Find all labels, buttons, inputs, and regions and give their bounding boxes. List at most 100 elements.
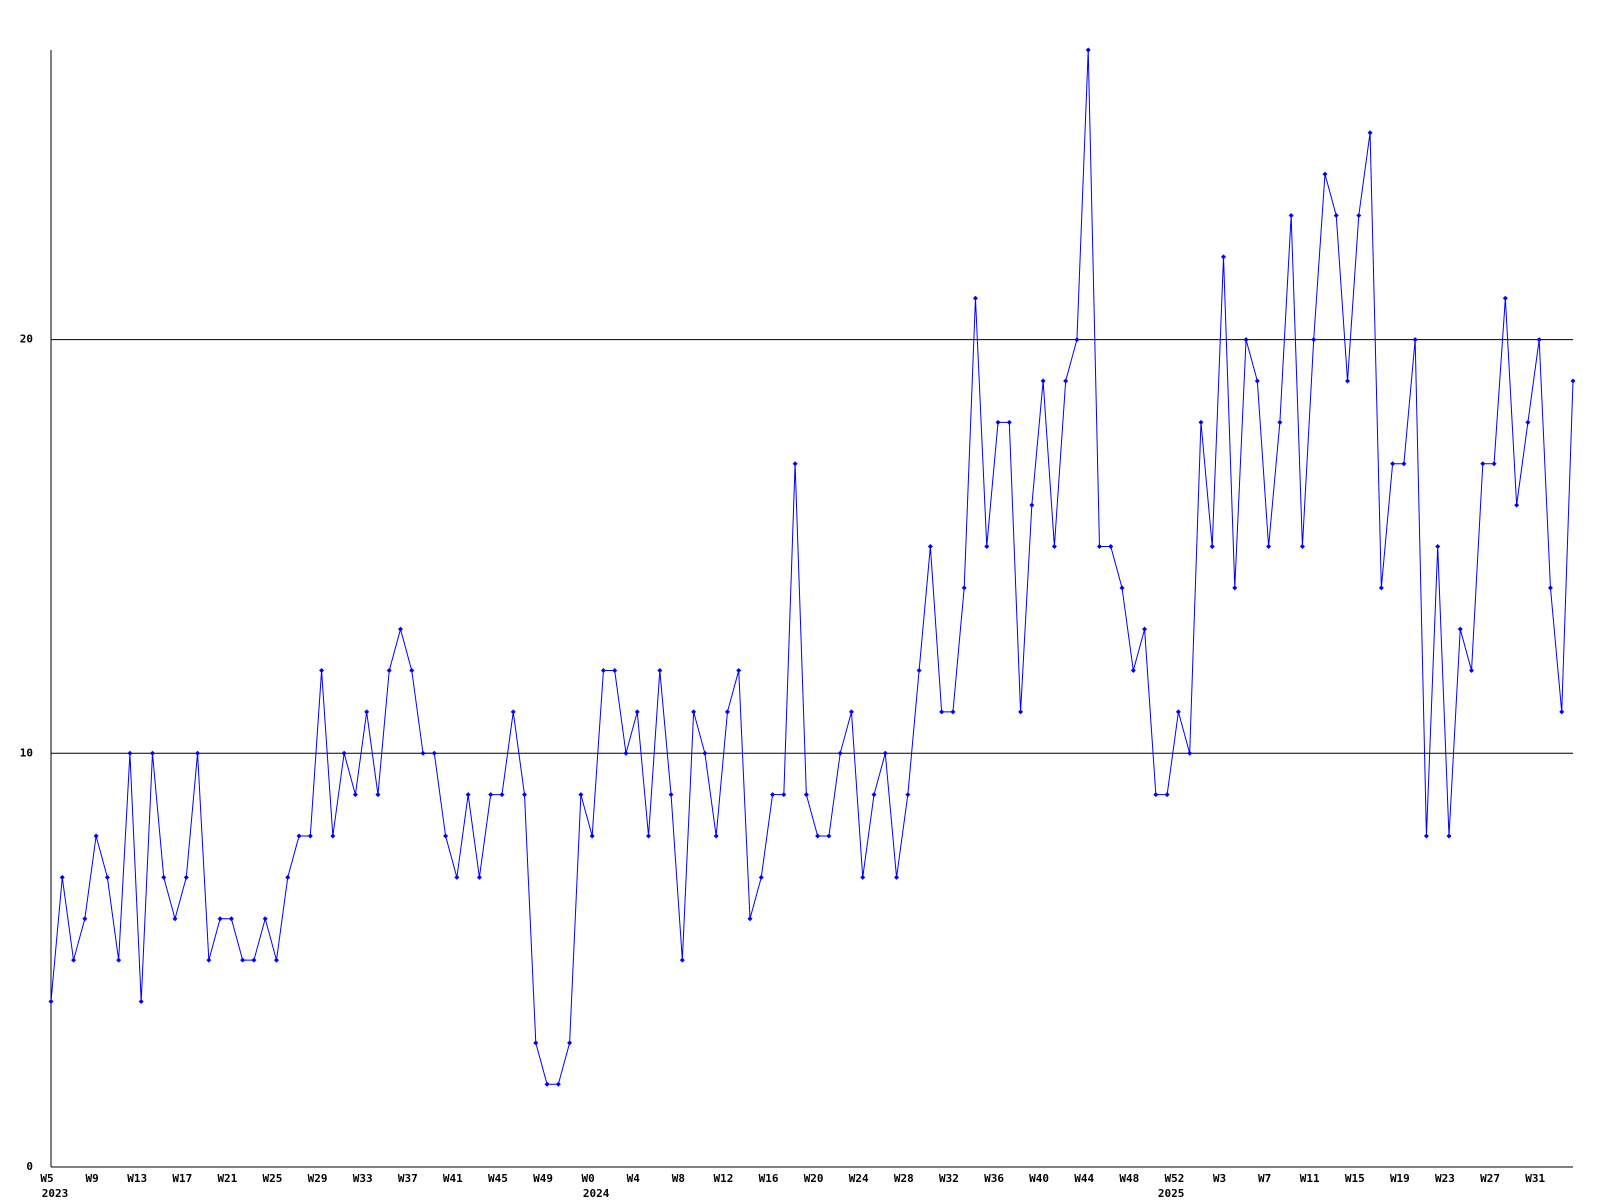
point-marker [905,792,911,798]
point-marker [319,668,325,674]
point-marker [1142,626,1148,632]
x-tick-label: W0 [582,1172,595,1185]
point-marker [1277,419,1283,425]
point-marker [1525,419,1531,425]
point-marker [1322,171,1328,177]
x-tick-label: W7 [1258,1172,1271,1185]
point-marker [916,668,922,674]
point-marker [1198,419,1204,425]
y-tick-label: 20 [20,333,33,346]
point-marker [48,999,54,1005]
x-tick-label: W19 [1390,1172,1410,1185]
point-marker [1288,212,1294,218]
point-marker [555,1081,561,1087]
y-tick-label: 10 [20,746,33,759]
point-marker [183,874,189,880]
point-marker [1446,833,1452,839]
point-marker [1299,543,1305,549]
point-marker [443,833,449,839]
point-marker [307,833,313,839]
point-marker [533,1040,539,1046]
point-marker [59,874,65,880]
point-marker [1243,337,1249,343]
point-marker [1232,585,1238,591]
point-marker [93,833,99,839]
point-marker [465,792,471,798]
point-marker [1108,543,1114,549]
point-marker [1040,378,1046,384]
x-tick-label: W52 [1164,1172,1184,1185]
x-tick-label: W37 [398,1172,418,1185]
point-marker [815,833,821,839]
x-tick-label: W15 [1345,1172,1365,1185]
point-marker [296,833,302,839]
point-marker [544,1081,550,1087]
point-marker [71,957,77,963]
point-marker [657,668,663,674]
point-marker [1423,833,1429,839]
point-marker [1175,709,1181,715]
point-marker [1457,626,1463,632]
point-marker [116,957,122,963]
point-marker [217,916,223,922]
point-marker [510,709,516,715]
point-marker [1491,461,1497,467]
point-marker [646,833,652,839]
point-marker [1345,378,1351,384]
x-tick-label: W36 [984,1172,1004,1185]
x-tick-label: W40 [1029,1172,1049,1185]
point-marker [1130,668,1136,674]
point-marker [1435,543,1441,549]
point-marker [341,750,347,756]
point-marker [1356,212,1362,218]
point-marker [792,461,798,467]
point-marker [995,419,1001,425]
point-marker [972,295,978,301]
x-tick-label: W3 [1213,1172,1226,1185]
point-marker [1153,792,1159,798]
point-marker [1051,543,1057,549]
x-tick-label: W29 [308,1172,328,1185]
point-marker [127,750,133,756]
point-marker [330,833,336,839]
point-marker [691,709,697,715]
point-marker [1570,378,1576,384]
x-tick-label: W31 [1525,1172,1545,1185]
x-tick-label: W44 [1074,1172,1094,1185]
point-marker [1029,502,1035,508]
point-marker [589,833,595,839]
point-marker [702,750,708,756]
point-marker [803,792,809,798]
point-marker [1096,543,1102,549]
x-year-label: 2024 [583,1187,610,1200]
x-tick-label: W5 [40,1172,53,1185]
point-marker [262,916,268,922]
point-marker [454,874,460,880]
point-marker [882,750,888,756]
point-marker [927,543,933,549]
x-tick-label: W49 [533,1172,553,1185]
point-marker [488,792,494,798]
point-marker [1514,502,1520,508]
point-marker [1074,337,1080,343]
point-marker [826,833,832,839]
point-marker [1559,709,1565,715]
point-marker [499,792,505,798]
point-marker [104,874,110,880]
point-marker [431,750,437,756]
point-marker [984,543,990,549]
point-marker [1367,130,1373,136]
x-tick-label: W20 [804,1172,824,1185]
point-marker [172,916,178,922]
point-marker [1164,792,1170,798]
point-marker [149,750,155,756]
point-marker [939,709,945,715]
point-marker [871,792,877,798]
point-marker [138,999,144,1005]
point-marker [781,792,787,798]
point-marker [860,874,866,880]
point-marker [476,874,482,880]
x-tick-label: W9 [85,1172,98,1185]
point-marker [679,957,685,963]
